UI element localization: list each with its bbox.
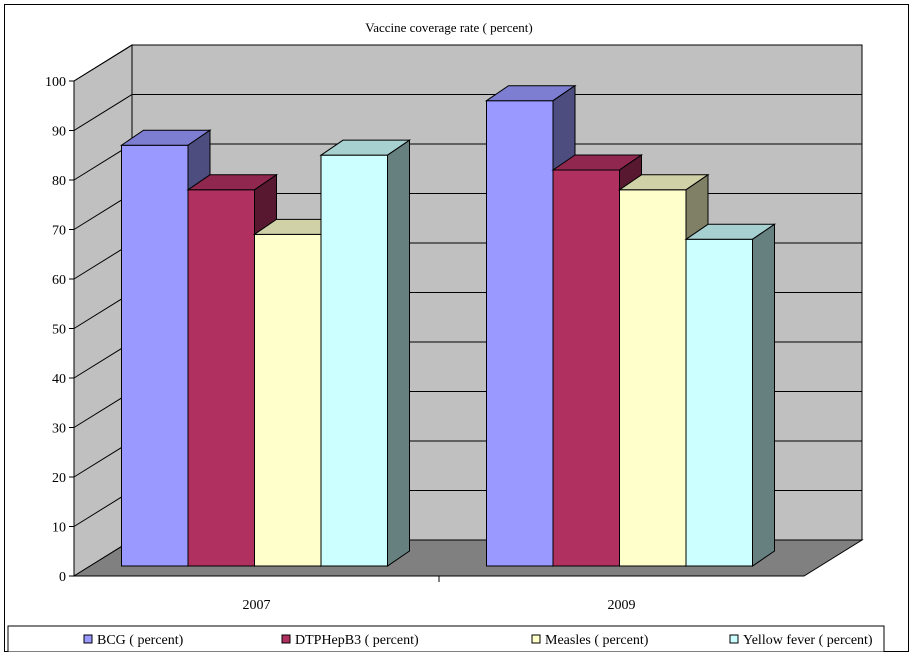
y-tick-label: 90 [52, 125, 66, 140]
legend-item: BCG ( percent) [83, 633, 184, 648]
y-tick-label: 20 [52, 471, 66, 486]
bar-front [320, 154, 388, 567]
bar-front [121, 144, 189, 567]
chart-title: Vaccine coverage rate ( percent) [365, 20, 532, 35]
gridline [73, 94, 862, 131]
bar-front [254, 233, 322, 567]
y-tick-label: 40 [52, 372, 66, 387]
bar [319, 139, 412, 567]
bar-front [619, 189, 687, 567]
chart-frame: Vaccine coverage rate ( percent) 0 10 20 30… [4, 4, 909, 652]
legend-item: Yellow fever ( percent) [729, 633, 873, 648]
bar-front [552, 169, 620, 567]
bars [119, 84, 777, 567]
bar [684, 223, 777, 567]
x-tick-label: 2009 [608, 598, 636, 613]
legend-label: BCG ( percent) [97, 633, 184, 648]
bar-front [486, 100, 554, 567]
y-tick-label: 10 [52, 521, 66, 536]
axes [69, 80, 804, 582]
y-tick-label: 100 [45, 75, 66, 90]
y-tick-label: 30 [52, 422, 66, 437]
y-tick-label: 70 [52, 224, 66, 239]
bar-side [752, 223, 775, 567]
bar-side [387, 139, 410, 567]
y-tick-label: 0 [59, 570, 66, 585]
legend-label: Measles ( percent) [545, 633, 649, 648]
legend-swatch [83, 634, 93, 644]
tick-labels: 0 10 20 30 40 50 60 70 80 90 100 2007 2009 [45, 75, 636, 613]
legend-swatch [729, 634, 739, 644]
bar-chart: Vaccine coverage rate ( percent) 0 10 20 30… [4, 4, 909, 652]
y-tick-label: 50 [52, 323, 66, 338]
legend-swatch [281, 634, 291, 644]
legend-item: Measles ( percent) [531, 633, 649, 648]
bar-front [187, 189, 255, 567]
legend-item: DTPHepB3 ( percent) [281, 633, 419, 648]
y-tick-label: 80 [52, 174, 66, 189]
bar-front [685, 238, 753, 567]
legend: BCG ( percent) DTPHepB3 ( percent) Measles… [7, 625, 885, 652]
legend-label: DTPHepB3 ( percent) [295, 633, 419, 648]
x-tick-label: 2007 [243, 598, 271, 613]
y-tick-label: 60 [52, 273, 66, 288]
gridline [73, 44, 862, 82]
legend-label: Yellow fever ( percent) [743, 633, 873, 648]
legend-swatch [531, 634, 541, 644]
